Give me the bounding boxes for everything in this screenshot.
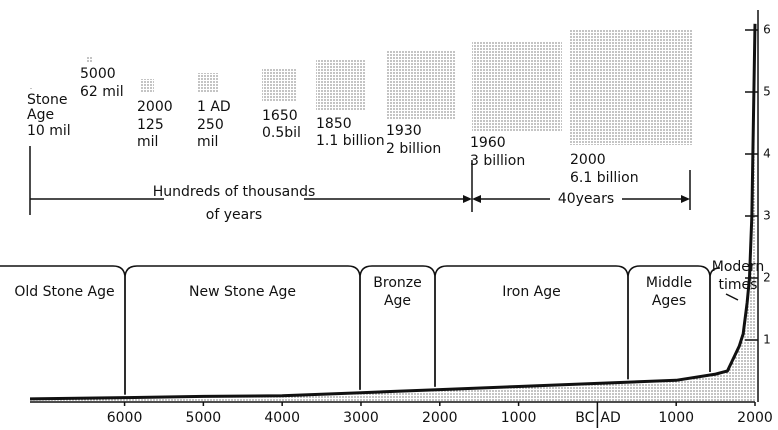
population-square	[386, 50, 456, 120]
x-tick-label: 4000	[264, 410, 300, 426]
population-square	[472, 42, 562, 132]
population-label: 1650	[262, 108, 298, 124]
era-label: Old Stone Age	[14, 284, 114, 300]
era-label: Iron Age	[502, 284, 561, 300]
arrow-head	[463, 195, 472, 203]
population-label: 6.1 billion	[570, 170, 639, 186]
era-label: New Stone Age	[189, 284, 296, 300]
population-label: 1 AD	[197, 99, 231, 115]
population-label: 1960	[470, 135, 506, 151]
population-curve	[29, 23, 757, 401]
era-box	[434, 265, 629, 387]
y-tick-label: 3	[763, 209, 771, 223]
era-label: Middle	[646, 275, 692, 291]
population-label: 62 mil	[80, 84, 124, 100]
bc-label: BC	[575, 410, 594, 426]
y-tick-label: 1	[763, 333, 771, 347]
y-tick-label: 4	[763, 147, 771, 161]
x-tick-label: 2000	[737, 410, 773, 426]
era-box	[709, 267, 721, 372]
x-tick-label: 3000	[343, 410, 379, 426]
population-label: 2 billion	[386, 141, 441, 157]
population-square	[262, 68, 296, 102]
population-square	[30, 88, 32, 90]
span-label: 40years	[558, 191, 614, 207]
population-square	[316, 60, 366, 110]
x-tick-label: 5000	[186, 410, 222, 426]
population-square	[198, 73, 218, 93]
y-tick-label: 5	[763, 85, 771, 99]
population-label: 5000	[80, 66, 116, 82]
arrow-head	[681, 195, 690, 203]
era-label: Ages	[652, 293, 686, 309]
population-square	[570, 30, 692, 145]
population-label: mil	[197, 134, 218, 150]
population-label: 1.1 billion	[316, 133, 385, 149]
x-tick-label: 1000	[501, 410, 537, 426]
population-label: Age	[27, 107, 54, 123]
era-box	[627, 265, 711, 380]
era-box	[359, 265, 436, 390]
arrow-head	[472, 195, 481, 203]
population-label: 10 mil	[27, 123, 71, 139]
era-label: Bronze	[373, 275, 421, 291]
population-label: Stone	[27, 92, 67, 108]
x-tick-label: 1000	[658, 410, 694, 426]
modern-pointer	[725, 293, 739, 301]
population-label: 2000	[570, 152, 606, 168]
ad-label: AD	[600, 410, 620, 426]
population-label: mil	[137, 134, 158, 150]
span-label: Hundreds of thousands	[153, 184, 316, 200]
modern-label: times	[719, 277, 758, 293]
span-label: of years	[206, 207, 262, 223]
era-label: Age	[384, 293, 411, 309]
population-square	[140, 79, 154, 93]
population-label: 0.5bil	[262, 125, 301, 141]
population-label: 250	[197, 117, 224, 133]
y-tick-label: 6	[763, 23, 771, 37]
population-label: 3 billion	[470, 153, 525, 169]
modern-label: Modern	[712, 259, 765, 275]
era-box	[124, 265, 361, 395]
population-square	[86, 56, 92, 62]
population-label: 1930	[386, 123, 422, 139]
x-tick-label: 6000	[107, 410, 143, 426]
x-tick-label: 2000	[422, 410, 458, 426]
population-label: 1850	[316, 116, 352, 132]
population-label: 2000	[137, 99, 173, 115]
population-label: 125	[137, 117, 164, 133]
y-tick-label: 2	[763, 271, 771, 285]
